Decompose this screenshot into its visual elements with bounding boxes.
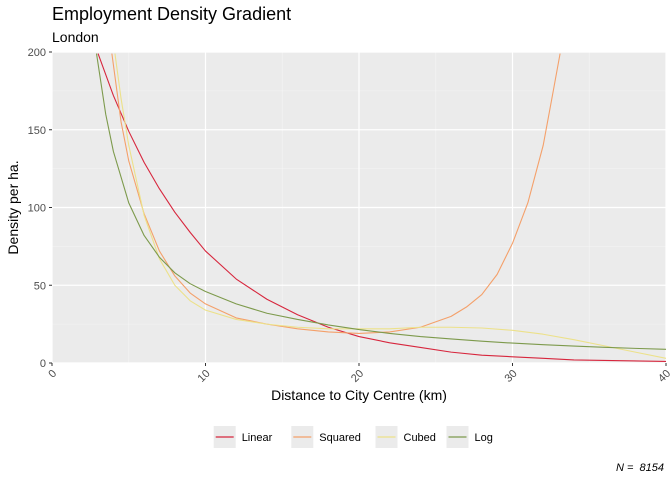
- y-tick-label: 0: [40, 358, 46, 370]
- chart-title: Employment Density Gradient: [52, 4, 291, 24]
- legend-item-squared: Squared: [291, 426, 361, 448]
- legend-item-linear: Linear: [213, 426, 273, 448]
- y-tick-label: 200: [28, 47, 46, 59]
- axis-ticks: [49, 51, 667, 366]
- series-line-linear: [97, 53, 666, 362]
- x-tick-label: 0: [46, 368, 59, 381]
- legend-label: Cubed: [404, 432, 436, 444]
- x-axis-label: Distance to City Centre (km): [271, 387, 447, 403]
- x-tick-label: 40: [656, 368, 672, 385]
- legend-item-log: Log: [446, 426, 493, 448]
- y-tick-label: 150: [28, 125, 46, 137]
- x-tick-labels: 0 10 20 30 40: [46, 368, 672, 385]
- legend-label: Squared: [319, 432, 361, 444]
- x-tick-label: 10: [196, 368, 213, 385]
- series-line-log: [95, 53, 666, 350]
- y-tick-labels: 0 50 100 150 200: [28, 47, 46, 370]
- legend: Linear Squared Cubed Log: [213, 426, 493, 448]
- y-tick-label: 100: [28, 203, 46, 215]
- series-line-cubed: [114, 53, 666, 359]
- legend-label: Log: [475, 432, 493, 444]
- x-tick-label: 20: [349, 368, 366, 385]
- y-axis-label: Density per ha.: [5, 160, 21, 254]
- series-line-squared: [111, 53, 561, 334]
- y-tick-label: 50: [34, 280, 46, 292]
- series-lines: [95, 53, 666, 362]
- chart-caption: N = 8154: [616, 462, 664, 474]
- legend-label: Linear: [242, 432, 273, 444]
- x-tick-label: 30: [503, 368, 520, 385]
- chart-subtitle: London: [52, 29, 99, 45]
- legend-item-cubed: Cubed: [375, 426, 436, 448]
